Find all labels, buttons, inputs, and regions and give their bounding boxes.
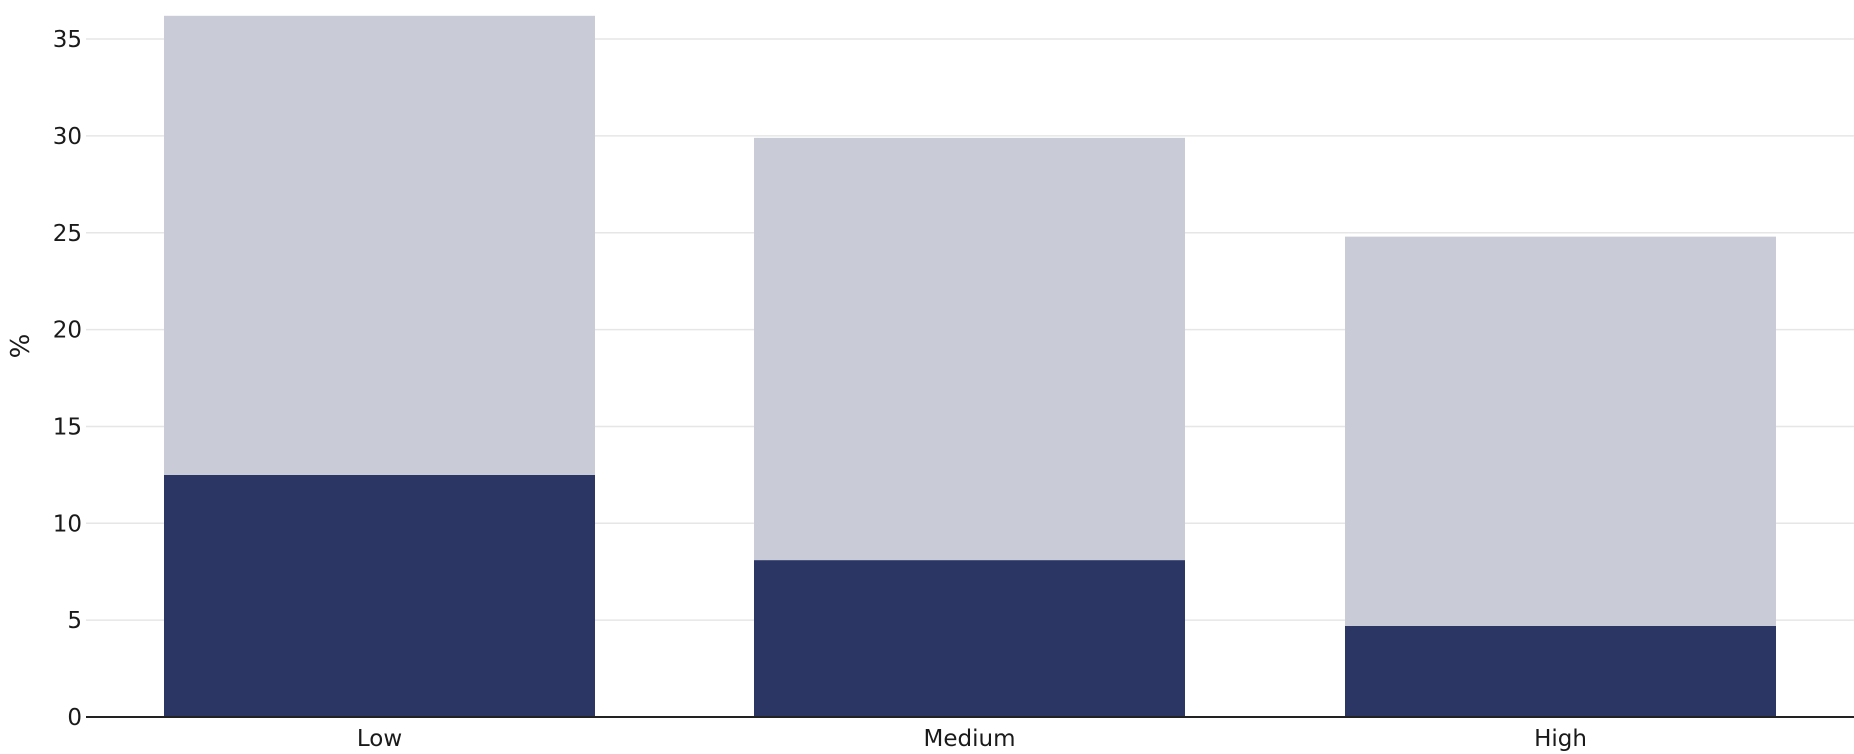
y-tick-label: 0 xyxy=(67,705,82,731)
bar-segment-low-2 xyxy=(164,15,595,475)
x-tick-label: Medium xyxy=(924,726,1016,752)
y-tick-label: 10 xyxy=(53,511,82,537)
bars xyxy=(164,15,1776,717)
y-tick-label: 20 xyxy=(53,318,82,344)
bar-segment-high-2 xyxy=(1345,236,1776,626)
bar-segment-high-1 xyxy=(1345,625,1776,717)
y-axis-ticks: 0 5 10 15 20 25 30 35 xyxy=(53,27,82,731)
x-tick-label: High xyxy=(1534,726,1587,752)
x-tick-label: Low xyxy=(357,726,402,752)
bar-segment-low-1 xyxy=(164,474,595,717)
y-tick-label: 25 xyxy=(53,221,82,247)
y-tick-label: 35 xyxy=(53,27,82,53)
y-tick-label: 15 xyxy=(53,414,82,440)
bar-segment-medium-2 xyxy=(754,137,1185,561)
bar-segment-medium-1 xyxy=(754,560,1185,717)
y-axis-title: % xyxy=(6,334,36,359)
y-tick-label: 30 xyxy=(53,124,82,150)
y-tick-label: 5 xyxy=(67,608,82,634)
x-axis-ticks: Low Medium High xyxy=(357,726,1587,752)
